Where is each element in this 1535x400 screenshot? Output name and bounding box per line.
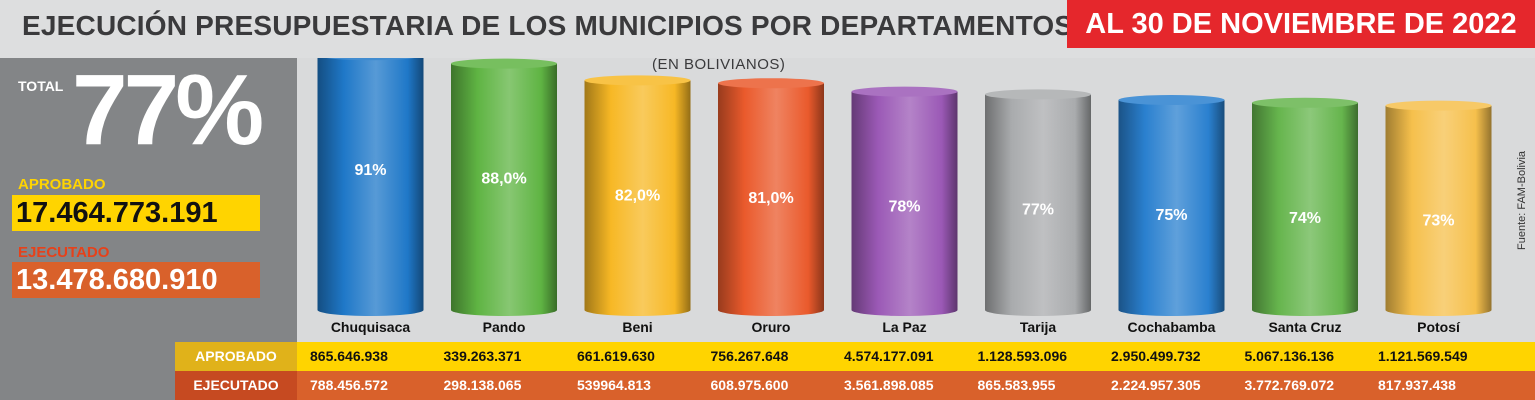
category-label: Tarija	[1020, 319, 1057, 335]
bar-body	[718, 83, 824, 316]
category-label: Cochabamba	[1128, 319, 1216, 335]
total-percentage: 77%	[72, 54, 264, 166]
aprobado-cell: 5.067.136.136	[1244, 348, 1335, 364]
aprobado-label: APROBADO	[18, 176, 106, 193]
summary-panel-footer	[0, 342, 175, 400]
aprobado-cell: 339.263.371	[443, 348, 522, 364]
aprobado-cell: 4.574.177.091	[844, 348, 934, 364]
bar-chuquisaca	[317, 58, 424, 316]
bar-body	[1385, 105, 1492, 316]
aprobado-cell: 1.128.593.096	[977, 348, 1068, 364]
bar-top	[718, 78, 824, 89]
aprobado-cell: 661.619.630	[577, 348, 655, 364]
bar-top	[1385, 100, 1492, 111]
bar-top	[985, 89, 1091, 100]
aprobado-cell: 756.267.648	[710, 348, 789, 364]
ejecutado-cell: 608.975.600	[710, 377, 789, 393]
cylinder-bar-chart: 91% Chuquisaca 88,0% Pando 82,0% Beni 81,0% Oru…	[317, 58, 1492, 335]
bar-la-paz	[851, 86, 958, 316]
bar-oruro	[718, 78, 824, 316]
bar-top	[851, 86, 958, 97]
ejecutado-cell: 788.456.572	[310, 377, 388, 393]
bar-body	[851, 91, 958, 316]
bar-value-label: 82,0%	[615, 187, 660, 204]
aprobado-row: APROBADO 865.646.938 339.263.371 661.619.6…	[175, 342, 1535, 371]
bar-body	[1118, 100, 1225, 316]
bar-body	[584, 80, 691, 317]
bar-santa-cruz	[1252, 97, 1358, 316]
aprobado-row-label: APROBADO	[175, 342, 297, 371]
bar-value-label: 75%	[1155, 207, 1187, 224]
bar-top	[326, 58, 415, 61]
date-badge: AL 30 DE NOVIEMBRE DE 2022	[1067, 0, 1535, 48]
total-label: TOTAL	[18, 78, 64, 94]
ejecutado-row: EJECUTADO 788.456.572 298.138.065 539964.8…	[175, 371, 1535, 400]
bar-top	[451, 58, 557, 69]
aprobado-cell: 865.646.938	[310, 348, 388, 364]
ejecutado-cell: 298.138.065	[443, 377, 522, 393]
ejecutado-cell: 817.937.438	[1378, 377, 1456, 393]
ejecutado-cell: 3.561.898.085	[844, 377, 934, 393]
bar-value-label: 74%	[1289, 210, 1321, 227]
bar-cochabamba	[1118, 95, 1225, 316]
category-label: Potosí	[1417, 319, 1461, 335]
ejecutado-cell: 2.224.957.305	[1111, 377, 1201, 393]
bar-pando	[451, 58, 557, 316]
bar-beni	[584, 75, 691, 317]
ejecutado-total: 13.478.680.910	[12, 262, 260, 298]
bar-potosí	[1385, 100, 1492, 316]
category-label: La Paz	[882, 319, 926, 335]
bar-value-label: 77%	[1022, 201, 1054, 218]
bar-top	[1118, 95, 1225, 105]
category-label: Oruro	[752, 319, 791, 335]
ejecutado-label: EJECUTADO	[18, 244, 110, 261]
bar-value-label: 91%	[354, 162, 386, 179]
bar-value-label: 78%	[888, 199, 920, 216]
ejecutado-cell: 3.772.769.072	[1244, 377, 1335, 393]
aprobado-cell: 1.121.569.549	[1378, 348, 1468, 364]
ejecutado-cell: 865.583.955	[977, 377, 1056, 393]
category-label: Beni	[622, 319, 652, 335]
source-note: Fuente: FAM-Bolivia	[1516, 150, 1528, 250]
bar-top	[584, 75, 691, 86]
bar-value-label: 81,0%	[748, 190, 793, 207]
bar-tarija	[985, 89, 1091, 317]
bar-top	[1252, 97, 1358, 108]
bar-body	[317, 58, 424, 316]
bar-body	[985, 94, 1091, 317]
bar-value-label: 73%	[1422, 213, 1454, 230]
bar-body	[1252, 102, 1358, 316]
ejecutado-row-label: EJECUTADO	[175, 371, 297, 400]
bar-value-label: 88,0%	[481, 171, 526, 188]
bar-body	[451, 63, 557, 316]
category-label: Santa Cruz	[1268, 319, 1341, 335]
category-label: Chuquisaca	[331, 319, 411, 335]
ejecutado-cell: 539964.813	[577, 377, 651, 393]
aprobado-cell: 2.950.499.732	[1111, 348, 1201, 364]
category-label: Pando	[483, 319, 526, 335]
chart-subtitle: (EN BOLIVIANOS)	[652, 56, 786, 73]
aprobado-total: 17.464.773.191	[12, 195, 260, 231]
page-title: EJECUCIÓN PRESUPUESTARIA DE LOS MUNICIPI…	[22, 10, 1074, 41]
